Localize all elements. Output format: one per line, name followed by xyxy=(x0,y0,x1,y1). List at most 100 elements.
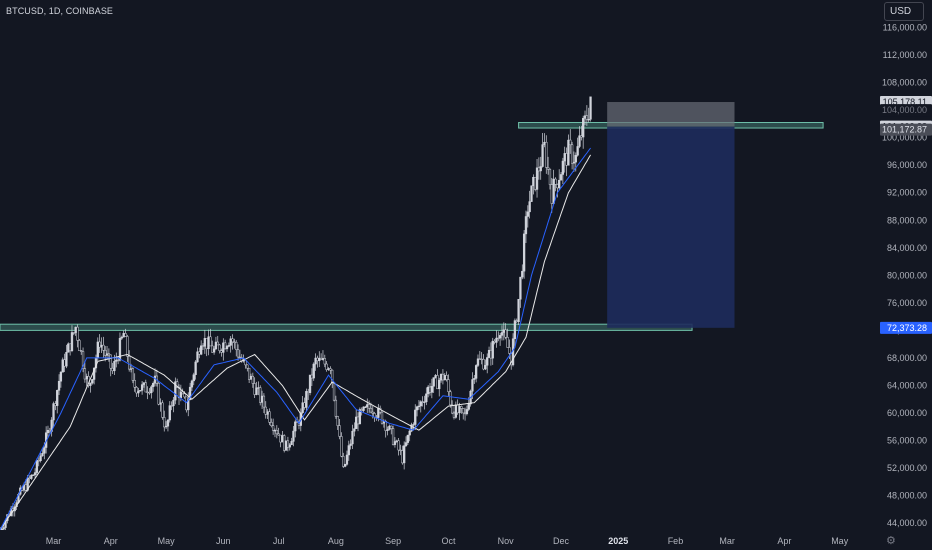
candle-body xyxy=(54,403,57,406)
candle xyxy=(52,401,55,428)
candle xyxy=(207,329,210,356)
candle xyxy=(406,434,410,445)
gear-icon[interactable]: ⚙ xyxy=(886,535,896,547)
candle-body xyxy=(214,341,218,350)
candle-body xyxy=(423,401,426,403)
candle-body xyxy=(109,354,112,369)
candle xyxy=(395,439,398,443)
candle xyxy=(410,422,413,433)
currency-button[interactable]: USD xyxy=(884,2,924,21)
candle-body xyxy=(104,350,107,356)
candle-body xyxy=(81,351,85,369)
candle-body xyxy=(271,425,275,431)
x-tick-label: Feb xyxy=(668,536,684,546)
candle-body xyxy=(142,382,146,385)
symbol-label[interactable]: BTCUSD, 1D, COINBASE xyxy=(6,6,114,16)
candle xyxy=(37,457,40,467)
candle xyxy=(380,411,384,425)
candle xyxy=(421,396,424,407)
candle xyxy=(576,137,579,157)
candle-body xyxy=(249,375,253,380)
candle-body xyxy=(129,368,133,370)
candle-body xyxy=(312,363,315,379)
candle-body xyxy=(205,338,208,350)
candle xyxy=(541,133,544,168)
candle xyxy=(61,357,64,373)
candle xyxy=(56,389,59,414)
candle xyxy=(439,373,443,383)
candle xyxy=(530,185,533,202)
candle xyxy=(83,362,87,383)
candle xyxy=(323,354,326,368)
candle xyxy=(148,388,151,395)
candle xyxy=(220,348,223,357)
candle xyxy=(122,330,125,338)
x-tick-label: May xyxy=(831,536,849,546)
candle-body xyxy=(115,359,118,362)
candle xyxy=(266,409,269,420)
candle-body xyxy=(107,353,111,356)
candle-body xyxy=(216,341,219,346)
candle-body xyxy=(135,387,138,394)
candle xyxy=(308,374,312,396)
candle xyxy=(201,343,205,351)
candle-body xyxy=(268,411,271,423)
candle-body xyxy=(0,528,3,531)
candle xyxy=(155,369,159,387)
candle xyxy=(233,338,236,349)
candle-body xyxy=(33,472,37,476)
candle xyxy=(305,388,308,411)
candle-body xyxy=(238,356,242,359)
candle-body xyxy=(172,399,175,407)
candle xyxy=(80,350,83,355)
candle xyxy=(480,352,483,365)
candle-body xyxy=(534,176,537,190)
candle xyxy=(146,386,149,400)
candle-body xyxy=(336,416,339,426)
y-tick-label: 116,000.00 xyxy=(883,23,927,33)
candle-body xyxy=(113,361,116,372)
candle-body xyxy=(395,440,398,442)
candle xyxy=(569,129,572,154)
candle xyxy=(417,399,421,410)
candle-body xyxy=(572,161,576,164)
candle-body xyxy=(522,233,526,272)
candle xyxy=(100,337,103,354)
candle xyxy=(72,332,75,336)
candle xyxy=(347,440,350,461)
candle-body xyxy=(569,139,572,146)
candle-body xyxy=(473,378,476,380)
candle-body xyxy=(500,332,504,336)
moving-average-fast-line xyxy=(0,147,591,531)
y-tick-label: 80,000.00 xyxy=(887,270,927,280)
candle-body xyxy=(128,356,131,370)
candle-body xyxy=(43,447,46,454)
candle xyxy=(334,395,338,419)
candle-body xyxy=(46,429,50,433)
candle xyxy=(161,400,164,420)
candle xyxy=(493,339,496,345)
candle xyxy=(316,355,319,368)
candle-body xyxy=(325,363,328,370)
candle xyxy=(257,381,260,396)
candle-body xyxy=(377,407,380,418)
candle xyxy=(198,347,201,359)
candle xyxy=(120,335,123,340)
candle-body xyxy=(528,201,531,213)
candle-body xyxy=(323,358,326,365)
candle-body xyxy=(548,168,552,185)
candle xyxy=(443,373,446,381)
candle-body xyxy=(467,403,470,410)
candle-body xyxy=(105,353,109,356)
candle xyxy=(164,421,168,429)
candle xyxy=(124,328,127,337)
candle-body xyxy=(436,375,439,390)
candle xyxy=(57,374,61,395)
candle-body xyxy=(519,276,522,300)
candle-body xyxy=(386,429,389,431)
candle-body xyxy=(537,167,541,172)
y-tick-label: 60,000.00 xyxy=(887,408,927,418)
candle-body xyxy=(449,391,452,406)
candle xyxy=(563,146,566,173)
